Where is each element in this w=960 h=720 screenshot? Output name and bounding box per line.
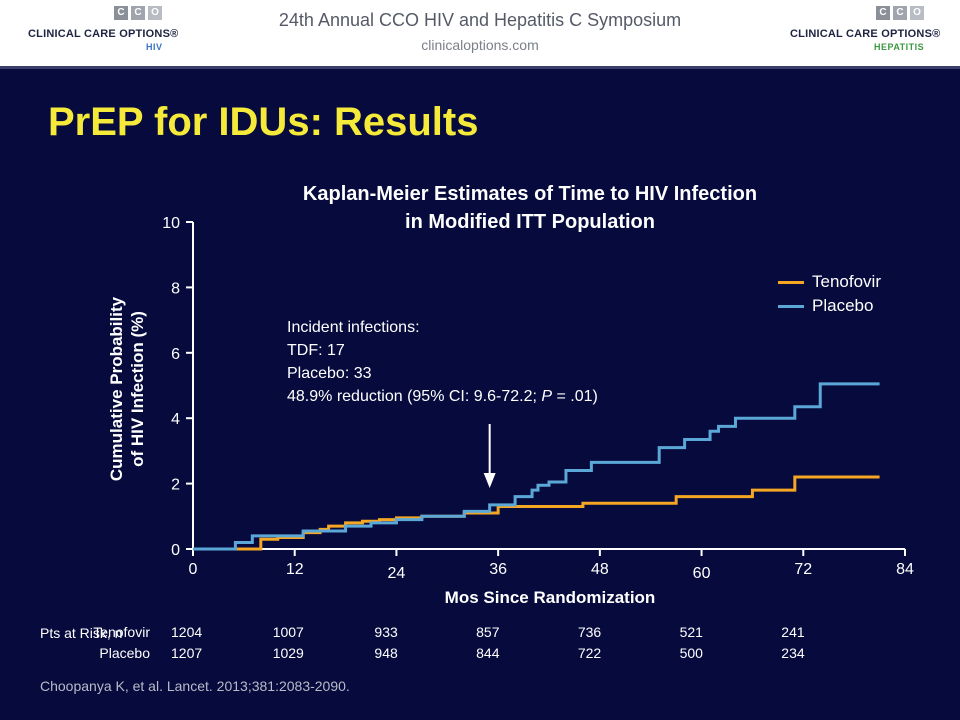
at-risk-cell: 521 [679,624,703,640]
logo-name: CLINICAL CARE OPTIONS® [28,28,179,40]
x-axis-label: Mos Since Randomization [444,588,656,607]
annotation-line-4-post: = .01) [552,388,598,405]
at-risk-cell: 234 [781,645,805,661]
at-risk-cell: 241 [781,624,805,640]
y-tick-label: 8 [171,280,180,297]
symposium-title: 24th Annual CCO HIV and Hepatitis C Symp… [278,10,682,30]
at-risk-cell: 736 [577,624,602,640]
x-tick-label: 60 [693,565,711,582]
series-line-placebo [193,382,880,551]
chart-series [193,382,880,551]
at-risk-cell: 948 [374,645,398,661]
logo-box: C [131,6,145,20]
x-tick-label: 24 [388,565,406,582]
header-divider [0,66,960,69]
at-risk-cell: 722 [577,645,602,661]
at-risk-title: Pts at Risk, n [40,625,123,641]
logo-tag: HEPATITIS [874,42,925,52]
incident-infections-annotation: Incident infections: TDF: 17 Placebo: 33… [287,316,598,408]
legend-swatch-placebo [778,304,804,308]
at-risk-cell: 1007 [272,624,304,640]
x-tick-label: 36 [489,561,507,578]
at-risk-row-label-placebo: Placebo [99,645,150,661]
website-link[interactable]: clinicaloptions.com [421,37,539,53]
legend-item-tenofovir: Tenofovir [778,270,881,294]
logo-box: C [876,6,890,20]
at-risk-cell: 857 [476,624,500,640]
y-tick-label: 4 [171,411,180,428]
x-tick-label: 72 [794,561,812,578]
y-tick-label: 6 [171,346,180,363]
annotation-line-2: TDF: 17 [287,342,345,359]
annotation-line-4-pre: 48.9% reduction (95% CI: 9.6-72.2; [287,388,542,405]
y-tick-label: 2 [171,477,180,494]
at-risk-cell: 844 [476,645,500,661]
chart-title-line-1: Kaplan-Meier Estimates of Time to HIV In… [302,183,758,205]
at-risk-cell: 1207 [171,645,203,661]
at-risk-cell: 1204 [171,624,203,640]
annotation-line-1: Incident infections: [287,319,420,336]
citation: Choopanya K, et al. Lancet. 2013;381:208… [40,678,350,694]
logo-box: O [148,6,162,20]
legend-label-placebo: Placebo [812,296,874,315]
legend-swatch-tenofovir [778,280,804,284]
logo-box: C [893,6,907,20]
x-tick-label: 12 [286,561,304,578]
y-tick-label: 0 [171,542,180,559]
annotation-line-3: Placebo: 33 [287,365,372,382]
chart-title-line-2: in Modified ITT Population [405,211,655,233]
annotation-arrow [483,424,496,488]
y-tick-label: 10 [162,215,180,232]
logo-box: C [114,6,128,20]
chart-title: Kaplan-Meier Estimates of Time to HIV In… [200,180,860,236]
at-risk-cell: 500 [679,645,703,661]
series-line-tenofovir [193,475,880,551]
x-tick-label: 84 [896,561,914,578]
at-risk-cell: 1029 [272,645,304,661]
legend-label-tenofovir: Tenofovir [812,272,881,291]
logo-box: O [910,6,924,20]
legend-item-placebo: Placebo [778,294,881,318]
slide-title: PrEP for IDUs: Results [48,100,479,144]
logo-name: CLINICAL CARE OPTIONS® [790,28,941,40]
at-risk-cell: 933 [374,624,398,640]
at-risk-row-label-tenofovir: Tenofovir [93,624,150,640]
header-bar: C C O CLINICAL CARE OPTIONS® HIV 24th An… [0,0,960,66]
arrow-head [483,473,496,488]
x-tick-label: 0 [189,561,198,578]
chart-legend: Tenofovir Placebo [778,270,881,318]
x-tick-label: 48 [591,561,609,578]
annotation-line-4-italic: P [541,388,553,405]
annotation-line-4: 48.9% reduction (95% CI: 9.6-72.2; P = .… [287,385,598,408]
logo-tag: HIV [146,42,163,52]
